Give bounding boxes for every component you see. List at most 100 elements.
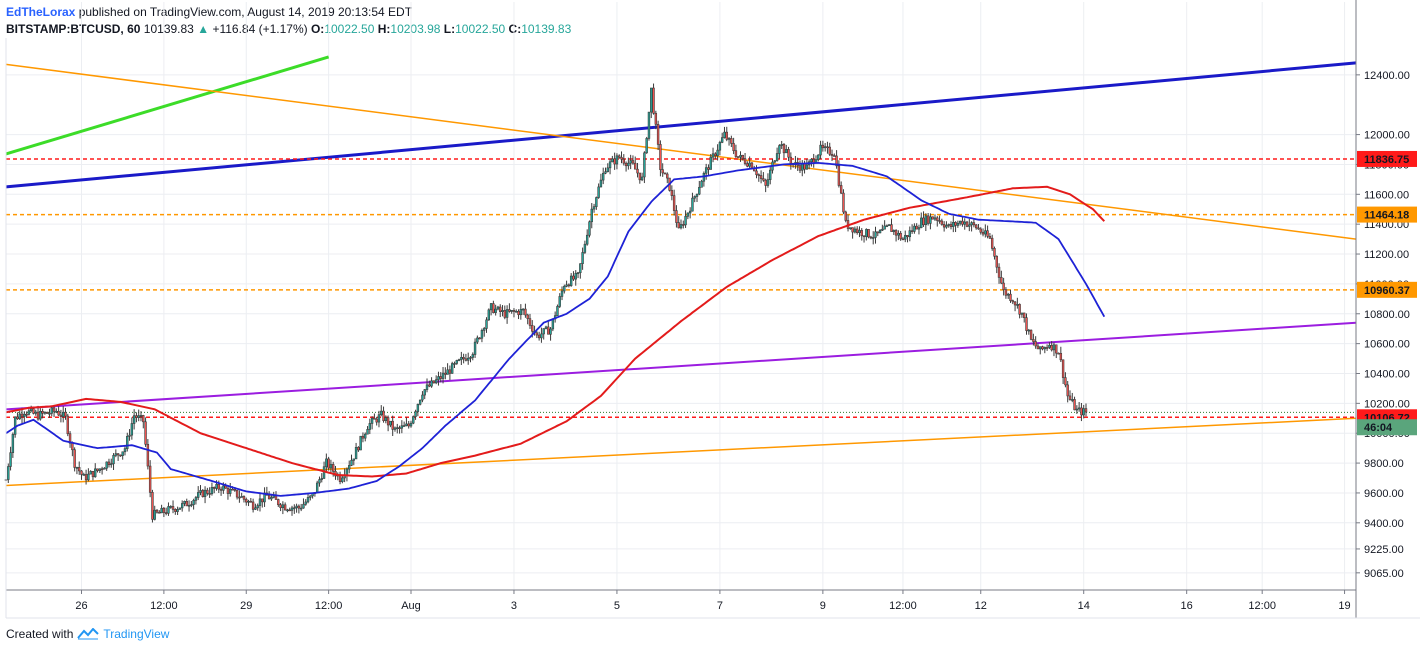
candle-body xyxy=(720,137,724,143)
candle-body xyxy=(693,196,696,199)
candle-body xyxy=(57,410,60,416)
candle-body xyxy=(711,153,715,158)
candle-body xyxy=(492,303,495,313)
candle-body xyxy=(398,427,401,429)
candle-body xyxy=(297,505,301,509)
price-tick-label: 10800.00 xyxy=(1364,309,1410,321)
chart-grid xyxy=(6,2,1356,590)
candle-body xyxy=(233,489,237,491)
candle-body xyxy=(1004,289,1008,296)
candle-body xyxy=(146,443,150,467)
candle-body xyxy=(743,158,747,164)
candle-body xyxy=(874,231,877,238)
candle-body xyxy=(890,224,893,232)
candle-body xyxy=(620,157,623,160)
candle-body xyxy=(700,180,703,188)
candle-body xyxy=(906,235,909,238)
horizontal-levels[interactable] xyxy=(6,158,1356,419)
candle-body xyxy=(178,507,182,510)
candle-body xyxy=(505,309,509,318)
countdown-label: 46:04 xyxy=(1364,422,1393,434)
price-tick-label: 12000.00 xyxy=(1364,130,1410,142)
candle-body xyxy=(215,484,218,489)
candle-body xyxy=(345,468,349,476)
symbol-label[interactable]: BITSTAMP:BTCUSD, 60 xyxy=(6,22,141,36)
candle-body xyxy=(910,230,914,233)
candle-body xyxy=(180,503,184,509)
fast-moving-average xyxy=(5,161,1106,497)
candle-body xyxy=(839,185,843,194)
candle-body xyxy=(112,455,115,465)
candle-body xyxy=(1075,408,1079,411)
candle-body xyxy=(496,306,500,310)
candle-body xyxy=(428,384,431,387)
author-link[interactable]: EdTheLorax xyxy=(6,5,76,19)
tradingview-brand[interactable]: TradingView xyxy=(103,627,170,641)
candle-body xyxy=(535,332,539,336)
candle-body xyxy=(121,451,124,456)
candle-body xyxy=(977,227,980,230)
candle-body xyxy=(270,497,273,500)
candle-body xyxy=(483,328,486,331)
candle-body xyxy=(723,131,726,138)
candle-body xyxy=(988,236,992,239)
candle-body xyxy=(611,158,614,163)
candle-body xyxy=(1061,359,1065,378)
candle-body xyxy=(185,501,188,507)
candle-body xyxy=(302,503,305,509)
candle-body xyxy=(677,222,680,229)
candle-body xyxy=(1041,346,1044,350)
candle-body xyxy=(169,506,172,508)
candle-body xyxy=(917,227,921,230)
candle-body xyxy=(153,509,156,520)
candle-body xyxy=(55,410,58,413)
candle-body xyxy=(1066,384,1069,397)
candle-body xyxy=(556,306,559,316)
price-tick-label: 12400.00 xyxy=(1364,70,1410,82)
candle-body xyxy=(375,418,378,423)
candle-body xyxy=(995,255,998,268)
candle-body xyxy=(810,158,813,163)
candle-body xyxy=(460,357,463,360)
candle-body xyxy=(45,411,49,414)
price-tick-label: 10600.00 xyxy=(1364,339,1410,351)
candle-body xyxy=(997,266,1001,278)
candle-body xyxy=(245,498,248,503)
candle-body xyxy=(151,492,154,520)
trendlines[interactable] xyxy=(5,55,1357,487)
candle-body xyxy=(295,505,298,509)
candle-body xyxy=(572,275,575,280)
time-axis[interactable]: 26 12:00 29 12:00 Aug 3 5 7 9 12:00 12 14 16 12:00 19 xyxy=(75,590,1351,612)
candle-body xyxy=(759,175,763,179)
candle-body xyxy=(524,308,527,316)
candle-body xyxy=(235,489,239,498)
tradingview-logo-icon[interactable] xyxy=(77,628,100,640)
candle-body xyxy=(945,225,948,228)
candle-body xyxy=(1011,300,1014,303)
price-axis[interactable]: 9065.009225.009400.009600.009800.0010000… xyxy=(1356,70,1410,580)
candle-body xyxy=(361,435,365,439)
candle-body xyxy=(931,216,934,220)
candle-body xyxy=(1057,352,1060,355)
candle-body xyxy=(144,421,147,445)
candle-body xyxy=(958,220,962,224)
candle-body xyxy=(107,461,111,466)
candle-body xyxy=(315,482,319,493)
candle-body xyxy=(528,318,532,326)
candle-body xyxy=(1059,352,1063,361)
candle-body xyxy=(176,509,179,512)
candle-body xyxy=(434,379,438,384)
candle-body xyxy=(187,504,191,507)
candle-body xyxy=(84,474,88,481)
candle-body xyxy=(867,229,870,238)
candle-body xyxy=(565,284,568,287)
candle-body xyxy=(732,143,735,152)
candle-body xyxy=(478,337,481,340)
candle-body xyxy=(922,217,925,226)
candle-body xyxy=(888,224,891,226)
orange-level-label-bg xyxy=(1357,206,1417,223)
candle-body xyxy=(984,230,987,235)
candle-body xyxy=(650,87,653,113)
candle-body xyxy=(1000,277,1003,284)
